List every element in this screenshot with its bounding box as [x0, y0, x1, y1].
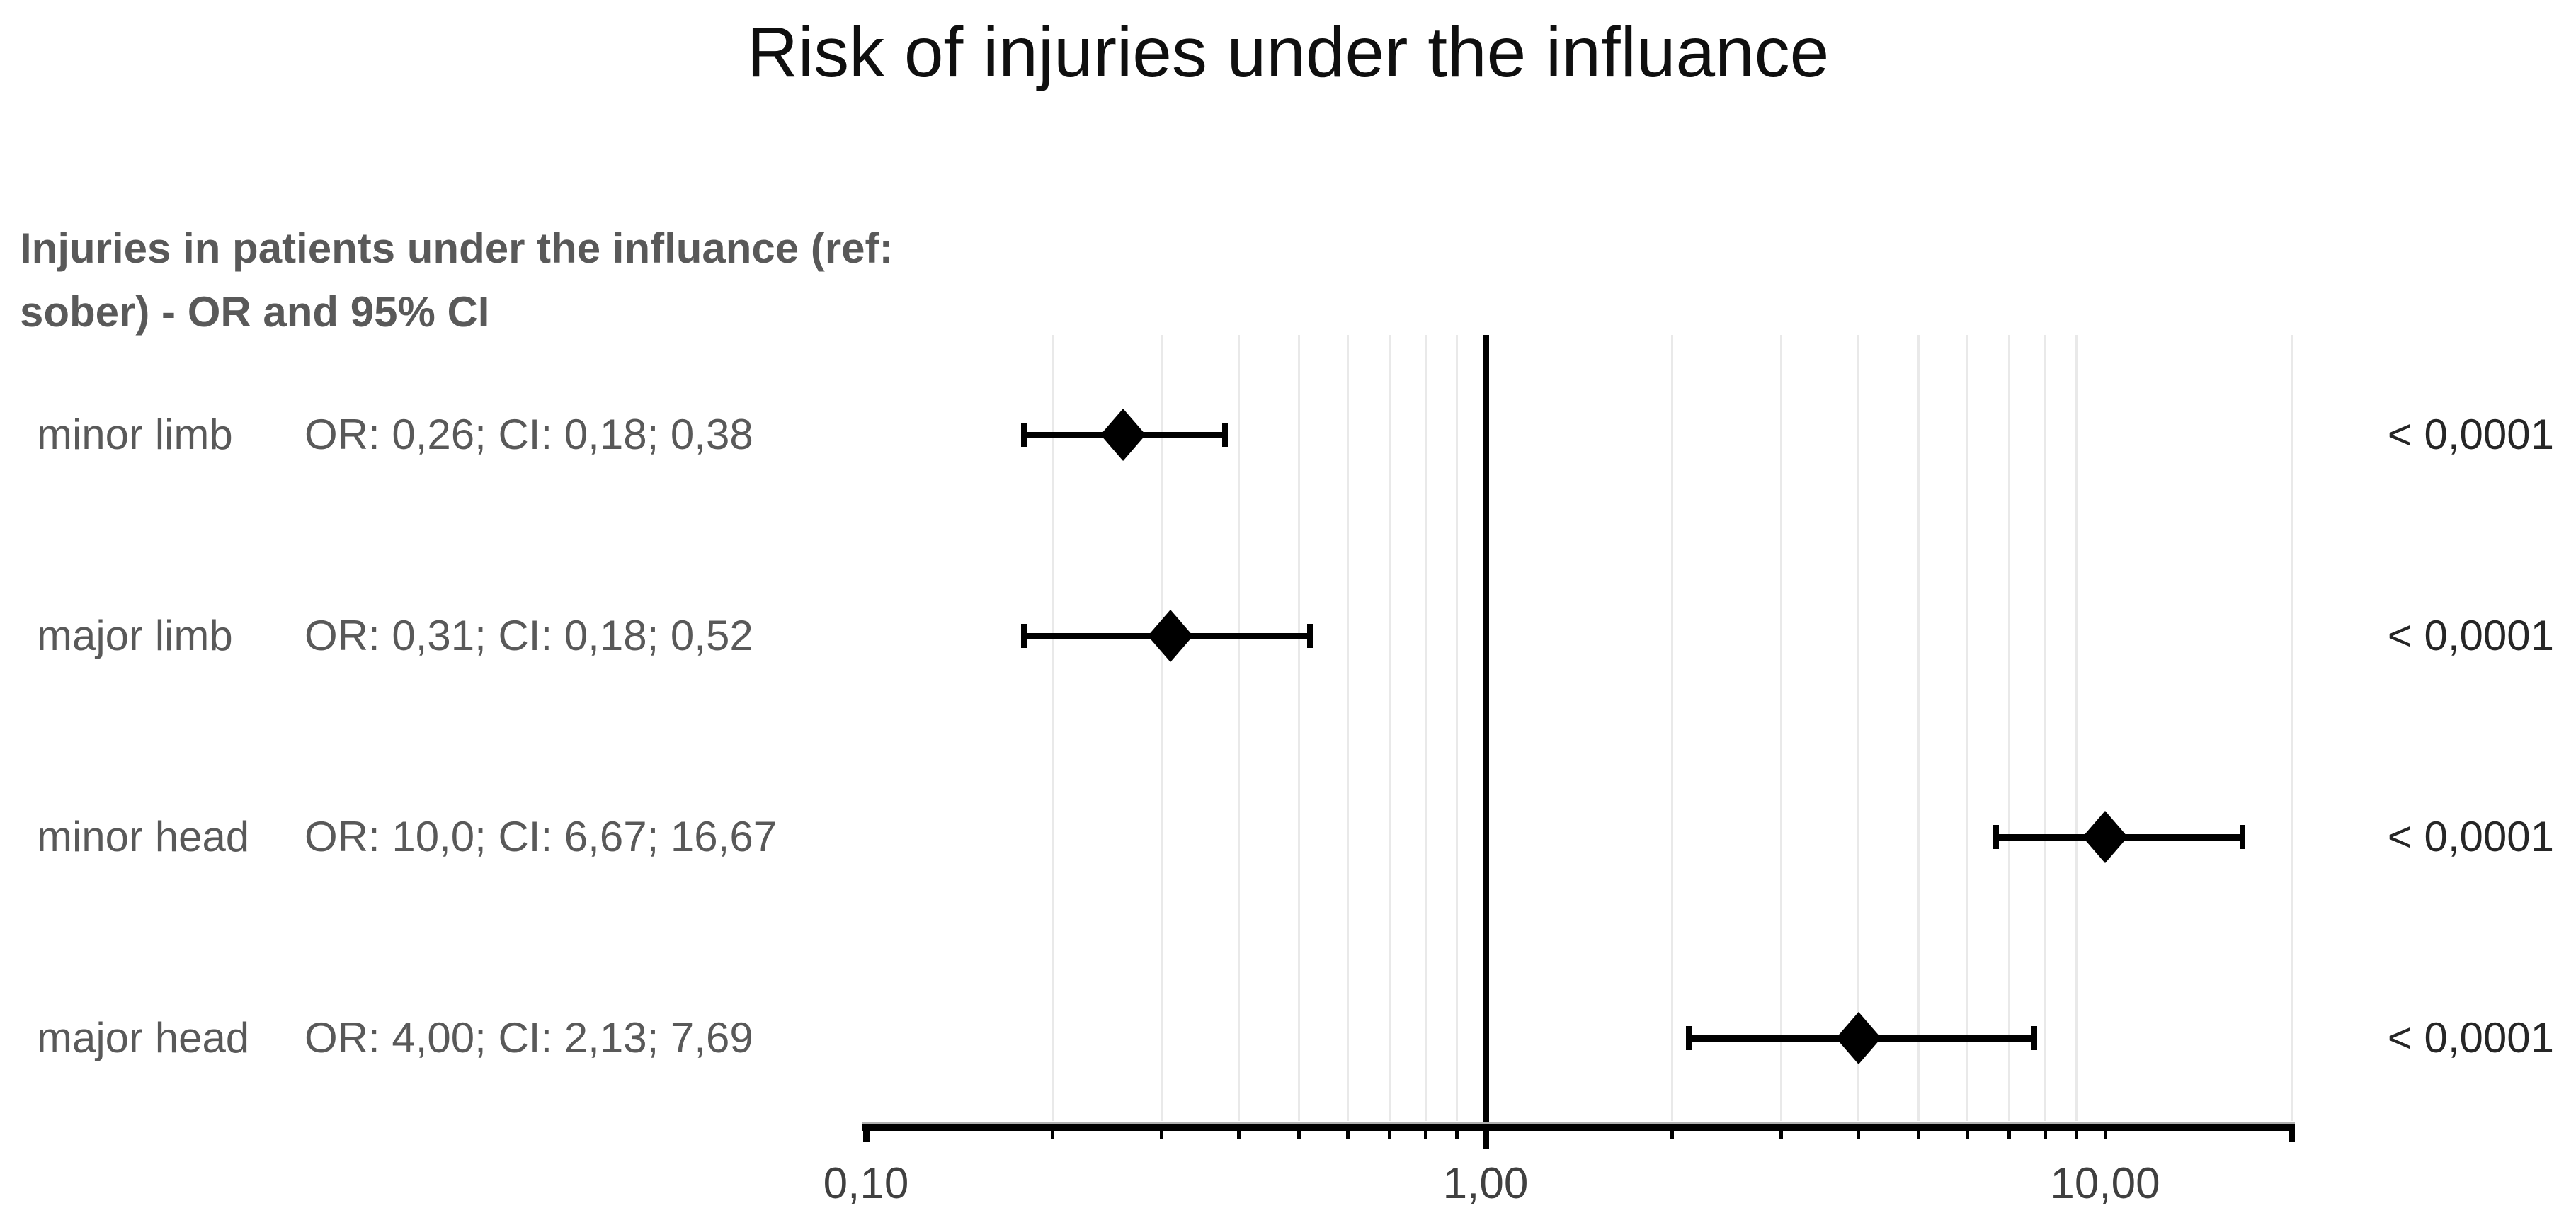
minor-gridline	[2044, 335, 2046, 1121]
minor-gridline	[2075, 335, 2078, 1121]
x-axis-minor-tick	[1670, 1129, 1674, 1139]
ci-cap-high	[2031, 1026, 2038, 1050]
minor-gridline	[1051, 335, 1054, 1121]
x-axis-minor-tick	[1297, 1129, 1301, 1139]
ci-cap-high	[2240, 825, 2246, 849]
minor-gridline	[1779, 335, 1782, 1121]
x-axis-tick-label: 0,10	[823, 1159, 909, 1208]
minor-gridline	[1298, 335, 1301, 1121]
x-axis-baseline	[862, 1122, 2296, 1124]
x-axis-minor-tick	[1917, 1129, 1921, 1139]
ci-cap-high	[1306, 624, 1313, 648]
row-p-value: < 0,0001	[2387, 813, 2554, 860]
x-axis-minor-tick	[1423, 1129, 1427, 1139]
row-stat-text: OR: 0,31; CI: 0,18; 0,52	[304, 612, 753, 659]
x-axis-minor-tick	[2103, 1129, 2107, 1139]
row-label: major limb	[37, 612, 233, 659]
minor-gridline	[1917, 335, 1920, 1121]
reference-line	[1482, 335, 1489, 1149]
row-stat-text: OR: 4,00; CI: 2,13; 7,69	[304, 1014, 753, 1061]
x-axis-minor-tick	[1159, 1129, 1163, 1139]
x-axis-minor-tick	[1966, 1129, 1970, 1139]
x-axis-end-tick	[2288, 1124, 2295, 1142]
row-p-value: < 0,0001	[2387, 612, 2554, 659]
row-label: minor limb	[37, 411, 233, 458]
x-axis-minor-tick	[2007, 1129, 2011, 1139]
row-label: major head	[37, 1014, 250, 1061]
row-stat-text: OR: 0,26; CI: 0,18; 0,38	[304, 411, 753, 458]
ci-cap-low	[1686, 1026, 1692, 1050]
x-axis-tick-label: 10,00	[2050, 1159, 2160, 1208]
minor-gridline	[1238, 335, 1241, 1121]
minor-gridline	[1424, 335, 1427, 1121]
minor-gridline	[1670, 335, 1673, 1121]
x-axis-minor-tick	[1387, 1129, 1391, 1139]
row-p-value: < 0,0001	[2387, 411, 2554, 458]
row-label: minor head	[37, 813, 250, 860]
row-stat-text: OR: 10,0; CI: 6,67; 16,67	[304, 813, 777, 860]
or-diamond-marker	[1835, 1012, 1881, 1064]
ci-cap-low	[1993, 825, 2000, 849]
x-axis-minor-tick	[1050, 1129, 1054, 1139]
row-p-value: < 0,0001	[2387, 1014, 2554, 1061]
minor-gridline	[2290, 335, 2293, 1121]
minor-gridline	[1388, 335, 1391, 1121]
x-axis-line	[862, 1124, 2296, 1131]
minor-gridline	[2007, 335, 2010, 1121]
minor-gridline	[1857, 335, 1860, 1121]
x-axis-minor-tick	[1346, 1129, 1350, 1139]
axis-group-title-line-2: sober) - OR and 95% CI	[20, 288, 490, 336]
axis-group-title: Injuries in patients under the influance…	[20, 217, 894, 344]
x-axis-minor-tick	[1237, 1129, 1241, 1139]
minor-gridline	[1456, 335, 1459, 1121]
x-axis-end-tick	[862, 1124, 870, 1142]
ci-cap-low	[1021, 624, 1027, 648]
or-diamond-marker	[1100, 409, 1146, 461]
minor-gridline	[1347, 335, 1350, 1121]
minor-gridline	[1160, 335, 1163, 1121]
x-axis-minor-tick	[2075, 1129, 2079, 1139]
x-axis-minor-tick	[1779, 1129, 1783, 1139]
or-diamond-marker	[1147, 610, 1193, 662]
chart-title: Risk of injuries under the influance	[746, 13, 1830, 92]
minor-gridline	[1966, 335, 1969, 1121]
axis-group-title-line-1: Injuries in patients under the influance…	[20, 224, 894, 272]
x-axis-minor-tick	[2043, 1129, 2047, 1139]
x-axis-minor-tick	[1455, 1129, 1459, 1139]
ci-cap-high	[1222, 423, 1229, 447]
ci-cap-low	[1021, 423, 1027, 447]
or-diamond-marker	[2082, 811, 2128, 863]
x-axis-minor-tick	[1857, 1129, 1861, 1139]
x-axis-tick-label: 1,00	[1442, 1159, 1529, 1208]
